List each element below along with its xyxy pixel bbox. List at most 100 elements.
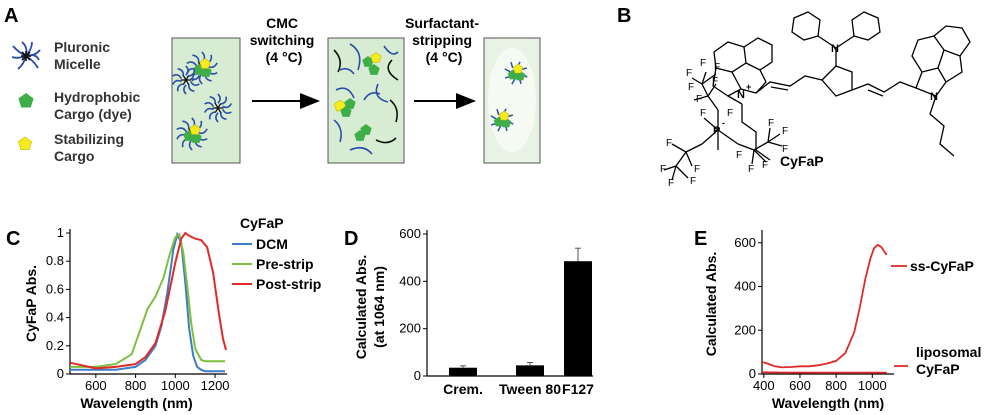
atom-f: F <box>714 62 720 73</box>
legend-entry: DCM <box>256 236 288 252</box>
unimers-dispersed <box>333 43 399 155</box>
y-tick-label: 0.6 <box>46 281 64 296</box>
atom-f: F <box>700 108 706 119</box>
atom-f: F <box>660 164 666 175</box>
category-label: Tween 80 <box>499 381 561 397</box>
atom-f: F <box>668 178 674 189</box>
svg-text:Pluronic Micelle: Pluronic Micelle <box>54 39 114 72</box>
x-tick-label: 1000 <box>161 378 190 393</box>
pluronic-unimer <box>339 67 355 75</box>
stabilizing-cargo <box>512 63 524 74</box>
pluronic-unimer <box>375 83 389 103</box>
y-axis-label: Calculated Abs. <box>703 252 719 357</box>
svg-text:CMC switching (4 °: CMC switching (4 °C) <box>250 15 318 65</box>
atom-n-amine: N <box>831 43 839 55</box>
panel-b-atoms: N + N N P - <box>713 43 938 137</box>
atom-f: F <box>782 126 788 137</box>
bar <box>516 365 544 376</box>
atom-p: P <box>713 125 720 137</box>
x-tick-label: 400 <box>753 378 775 393</box>
empty-micelle <box>171 65 201 95</box>
y-tick-label: 200 <box>734 322 756 337</box>
y-axis-label-line1: Calculated Abs. <box>353 255 369 360</box>
panel-c-label: C <box>6 228 20 250</box>
pluronic-unimer <box>349 43 361 71</box>
legend-micelle-line1: Pluronic <box>54 39 110 55</box>
stripped-particle <box>490 108 514 132</box>
panel-a-label: A <box>4 5 18 27</box>
y-tick-label: 0 <box>414 368 421 383</box>
dye-cargo <box>190 132 202 143</box>
dye-cargo <box>368 64 380 75</box>
legend-entry: Pre-strip <box>256 256 314 272</box>
atom-plus: + <box>746 82 751 92</box>
y-tick-label: 0 <box>57 366 64 381</box>
series-label-liposomal-line2: CyFaP <box>916 361 960 377</box>
atom-f: F <box>727 108 733 119</box>
compound-name: CyFaP <box>780 153 824 169</box>
x-tick-label: 600 <box>85 378 107 393</box>
pluronic-unimer <box>383 45 399 55</box>
y-axis-label-line2: (at 1064 nm) <box>371 266 387 348</box>
x-tick-label: 1200 <box>201 378 230 393</box>
dye-cargo <box>360 124 372 135</box>
category-label: F127 <box>562 381 594 397</box>
atom-f: F <box>686 68 692 79</box>
legend-stabilizer-line2: Cargo <box>54 148 94 164</box>
atom-f: F <box>688 82 694 93</box>
y-tick-label: 600 <box>399 226 421 241</box>
pluronic-unimer <box>387 59 399 81</box>
atom-f: F <box>782 144 788 155</box>
legend-micelle-line2: Micelle <box>54 56 101 72</box>
chart-c: 600 800 1000 1200 0 0.2 0.4 0.6 0.8 1 Wavelength (… <box>23 215 321 411</box>
x-axis-label: Wavelength (nm) <box>80 395 192 411</box>
atom-f: F <box>762 160 768 171</box>
atom-f: F <box>712 76 718 87</box>
atom-f: F <box>768 118 774 129</box>
x-tick-label: 600 <box>789 378 811 393</box>
y-tick-label: 0 <box>749 366 756 381</box>
series-label-ss-cyfap: ss-CyFaP <box>910 258 974 274</box>
panel-a: A Pluronic Micelle Hydrophobic Cargo (dy… <box>4 5 541 164</box>
micelle-icon <box>11 41 41 70</box>
legend-stabilizer-line1: Stabilizing <box>54 131 124 147</box>
x-axis-label: Wavelength (nm) <box>772 395 884 411</box>
dye-cargo <box>200 66 212 77</box>
pluronic-unimer <box>349 146 373 155</box>
bar <box>564 261 592 376</box>
series-line-pre-strip <box>70 232 225 368</box>
y-tick-label: 0.4 <box>46 310 64 325</box>
atom-f: F <box>736 150 742 161</box>
svg-text:Hydrophobic Cargo (dye): Hydrophobic Cargo (dye) <box>54 89 144 122</box>
green-pentagon-icon <box>18 93 34 108</box>
panel-d: D 0 200 400 600 Crem. Tween 80 F127 Calculated … <box>344 226 594 397</box>
panel-d-label: D <box>344 228 358 250</box>
atom-f: F <box>700 58 706 69</box>
x-tick-label: 800 <box>125 378 147 393</box>
chart-e: 400 600 800 1000 0 200 400 600 Wavelength (nm) Ca… <box>703 230 981 411</box>
legend-dye-line1: Hydrophobic <box>54 89 141 105</box>
panel-e: E 400 600 800 1000 0 200 400 600 Wavelength (nm)… <box>694 228 981 411</box>
series-line <box>761 243 888 369</box>
panel-e-label: E <box>694 228 707 250</box>
step1-line1: CMC <box>266 15 298 31</box>
atom-n-right: N <box>930 91 938 103</box>
y-tick-label: 200 <box>399 321 421 336</box>
atom-f: F <box>748 164 754 175</box>
y-tick-label: 0.2 <box>46 338 64 353</box>
step1-line2: switching <box>250 32 315 48</box>
stabilizing-cargo <box>370 52 382 63</box>
legend-title: CyFaP <box>240 215 284 231</box>
x-tick-label: 1000 <box>858 378 887 393</box>
micelles-loaded <box>171 51 233 151</box>
panel-c: C 600 800 1000 1200 0 0.2 0.4 0.6 0.8 1 Wavelength… <box>6 215 321 411</box>
series-line-post-strip <box>69 231 227 370</box>
step2-line2: stripping <box>412 32 472 48</box>
stabilizing-cargo <box>189 124 201 135</box>
step2-line1: Surfactant- <box>405 15 479 31</box>
yellow-pentagon-icon <box>17 136 33 150</box>
stabilizing-cargo <box>199 58 211 69</box>
empty-micelle <box>203 93 233 123</box>
